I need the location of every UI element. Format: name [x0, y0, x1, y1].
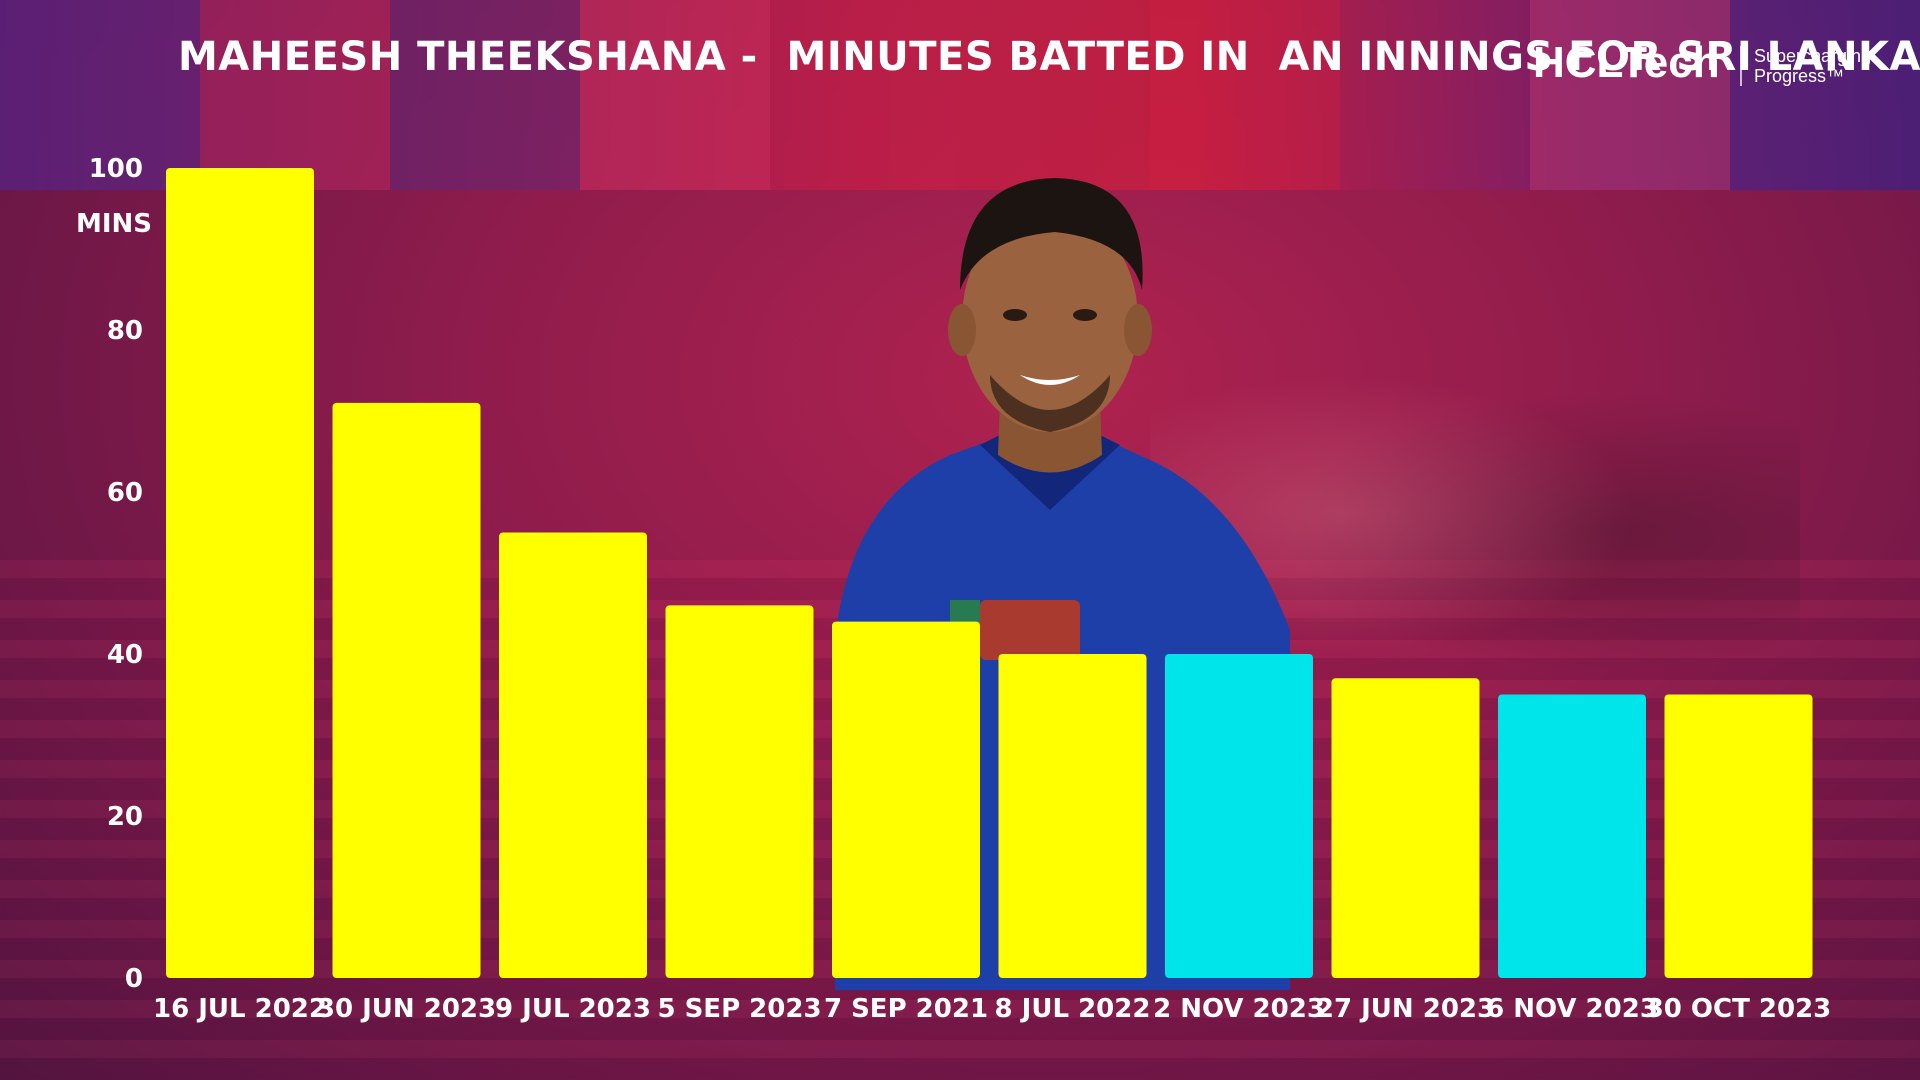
x-tick-label: 8 JUL 2022 — [995, 994, 1151, 1024]
hcltech-logo: HCLTech — [1533, 38, 1720, 87]
y-tick-label: 20 — [107, 802, 143, 832]
x-tick-label: 9 JUL 2023 — [495, 994, 651, 1024]
y-tick-label: 80 — [107, 316, 143, 346]
background-banner — [0, 0, 1920, 190]
x-tick-label: 16 JUL 2022 — [153, 994, 327, 1024]
bar-4 — [832, 621, 980, 978]
x-tick-label: 27 JUN 2023 — [1316, 994, 1495, 1024]
y-tick-label: 0 — [125, 964, 143, 994]
y-tick-label: 40 — [107, 640, 143, 670]
tagline-line2: Progress™ — [1754, 66, 1845, 86]
bar-9 — [1664, 694, 1813, 978]
banner-tile — [0, 0, 200, 190]
bar-5 — [998, 654, 1147, 978]
x-tick-label: 30 JUN 2023 — [317, 994, 496, 1024]
bar-0 — [166, 168, 314, 978]
x-tick-label: 6 NOV 2023 — [1486, 994, 1658, 1024]
banner-tile — [390, 0, 580, 190]
bar-3 — [665, 605, 814, 978]
x-tick-label: 30 OCT 2023 — [1646, 994, 1832, 1024]
bar-1 — [332, 402, 481, 978]
bar-6 — [1165, 654, 1313, 978]
y-axis-unit-label: MINS — [76, 209, 152, 239]
y-tick-label: 60 — [107, 478, 143, 508]
bar-7 — [1331, 678, 1480, 978]
banner-tile — [1150, 0, 1340, 190]
bar-8 — [1498, 694, 1646, 978]
y-tick-label: 100 — [89, 154, 143, 184]
banner-tile — [580, 0, 770, 190]
banner-tile — [200, 0, 390, 190]
tagline-line1: Supercharging — [1754, 46, 1872, 66]
logo-divider — [1740, 46, 1742, 86]
banner-tile — [1530, 0, 1730, 190]
banner-tile — [1730, 0, 1920, 190]
logo-tagline: Supercharging Progress™ — [1754, 46, 1871, 86]
x-tick-label: 5 SEP 2023 — [657, 994, 821, 1024]
bar-2 — [499, 532, 647, 978]
x-tick-label: 2 NOV 2023 — [1153, 994, 1325, 1024]
x-tick-label: 7 SEP 2021 — [824, 994, 988, 1024]
chart-title: MAHEESH THEEKSHANA - MINUTES BATTED IN A… — [178, 34, 1920, 80]
